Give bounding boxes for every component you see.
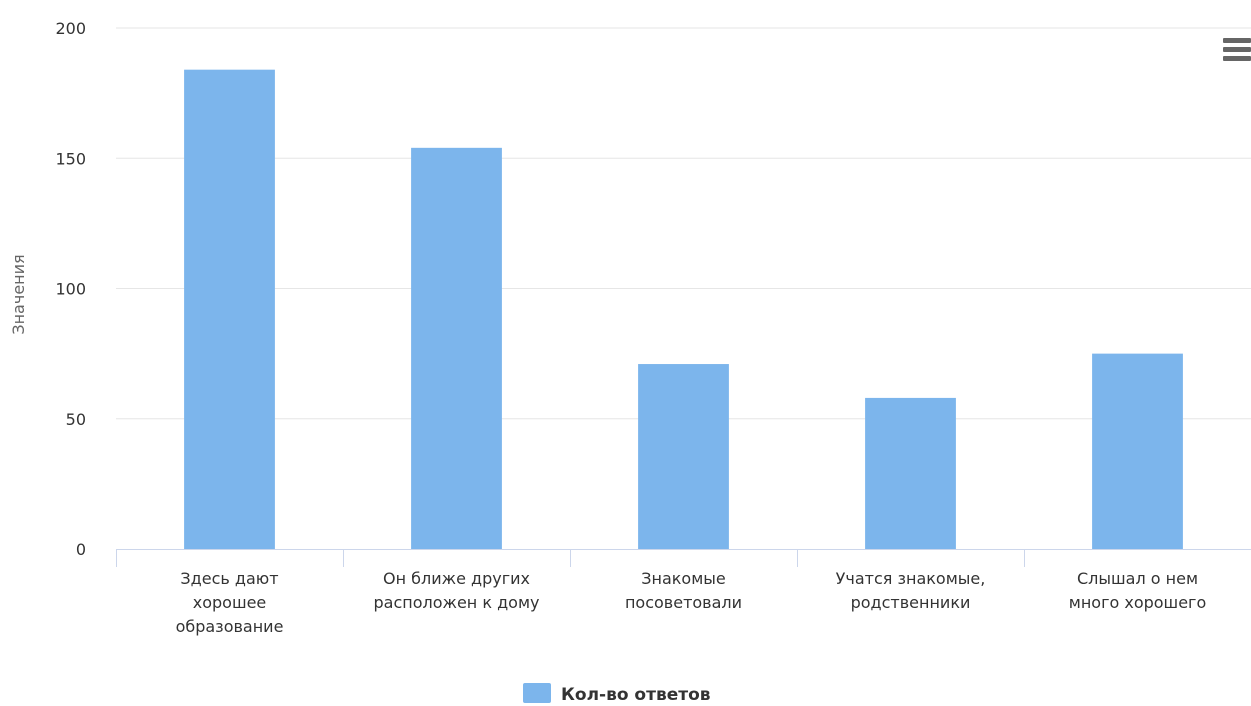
- x-category-label: Учатся знакомые, родственники: [836, 569, 986, 612]
- legend-swatch[interactable]: [523, 683, 551, 703]
- y-tick-label: 0: [76, 540, 86, 559]
- y-tick-label: 150: [55, 149, 86, 168]
- y-axis-title: Значения: [9, 254, 28, 334]
- bar[interactable]: [411, 147, 502, 549]
- x-category-label: Он ближе других расположен к дому: [374, 569, 540, 612]
- legend-label[interactable]: Кол-во ответов: [561, 685, 711, 705]
- x-category-label: Слышал о нем много хорошего: [1069, 569, 1206, 612]
- y-tick-label: 50: [66, 410, 86, 429]
- x-category-label: Здесь дают хорошее образование: [176, 569, 284, 636]
- bar[interactable]: [1092, 353, 1183, 549]
- bar[interactable]: [865, 397, 956, 549]
- bar-series: [184, 69, 1183, 550]
- grid-lines: [116, 27, 1251, 420]
- y-axis: 0 50 100 150 200: [55, 19, 86, 559]
- hamburger-menu-icon[interactable]: [1218, 30, 1251, 66]
- x-category-label: Знакомые посоветовали: [625, 569, 742, 612]
- legend[interactable]: Кол-во ответов: [523, 683, 711, 705]
- bar[interactable]: [184, 69, 275, 550]
- y-tick-label: 200: [55, 19, 86, 38]
- x-axis: Здесь дают хорошее образование Он ближе дру…: [116, 549, 1251, 636]
- y-tick-label: 100: [55, 280, 86, 299]
- bar[interactable]: [638, 364, 729, 549]
